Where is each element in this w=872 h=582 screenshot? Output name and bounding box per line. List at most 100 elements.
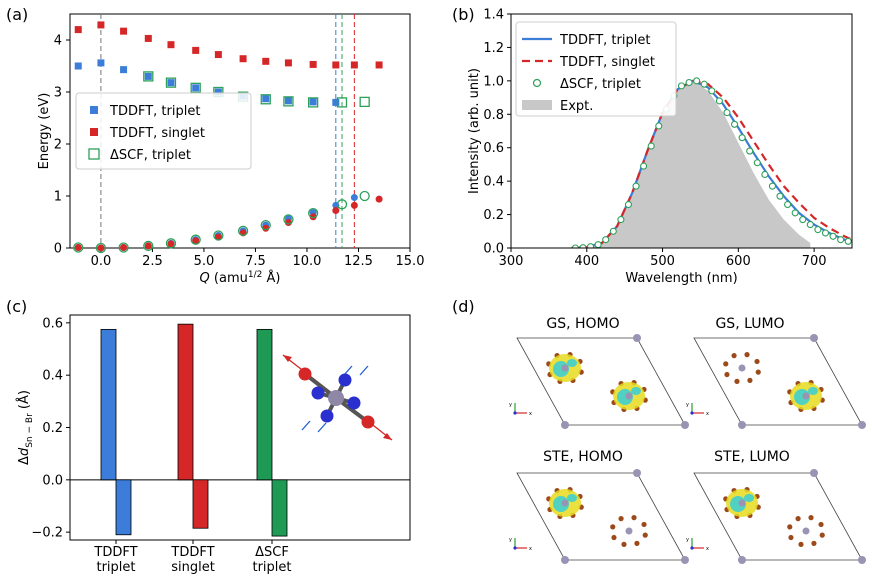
- data-point: [144, 72, 152, 80]
- br-atom: [747, 377, 753, 383]
- br-atom: [811, 540, 817, 546]
- orbital-title: STE, HOMO: [543, 449, 623, 465]
- br-atom: [610, 524, 616, 530]
- unit-cell: [693, 337, 863, 426]
- data-point: [190, 234, 201, 245]
- data-point: [708, 87, 716, 95]
- panel-b-chart: 300 400 500 600 700 0.0 0.2 0.4 0.6 0.8 1.0 1.2 1.4 W…: [467, 8, 853, 286]
- atom-br: [361, 415, 375, 429]
- sn-center: [738, 364, 746, 372]
- data-point: [284, 59, 292, 67]
- data-point: [632, 182, 640, 190]
- y-tick-label: 1.4: [483, 8, 504, 23]
- data-point: [214, 51, 222, 59]
- br-atom: [787, 524, 793, 530]
- x-tick-label: 12.5: [344, 254, 373, 269]
- data-point: [309, 60, 317, 68]
- data-point: [262, 224, 270, 232]
- sn-atom: [810, 334, 818, 342]
- y-axis-label: Energy (eV): [37, 93, 52, 170]
- bar-contraction: [271, 479, 288, 537]
- data-point: [74, 62, 82, 70]
- data-point: [120, 243, 128, 251]
- triad-origin: [690, 546, 694, 550]
- panel-label-c: (c): [6, 297, 27, 316]
- data-point: [167, 41, 175, 49]
- orbital-lobe: [808, 387, 818, 395]
- legend-label: Expt.: [560, 99, 593, 114]
- y-tick-label: 2: [54, 138, 62, 153]
- sn-center: [561, 499, 569, 507]
- y-tick-label: 0.6: [483, 141, 504, 156]
- data-point: [677, 82, 686, 90]
- br-atom: [642, 532, 648, 538]
- arrow-head: [283, 355, 292, 362]
- triad-origin: [690, 411, 694, 415]
- br-atom: [641, 521, 647, 528]
- triad-x-label: x: [529, 546, 532, 552]
- atom-sn: [328, 390, 344, 406]
- legend-box: [75, 92, 252, 170]
- data-point: [284, 97, 292, 105]
- br-atom: [734, 378, 740, 384]
- atom-br: [298, 367, 312, 381]
- panel-label-d: (d): [452, 297, 475, 316]
- sn-atom: [633, 334, 641, 342]
- data-point: [308, 208, 319, 219]
- sn-center: [738, 499, 746, 507]
- data-point: [237, 225, 249, 236]
- data-point: [192, 84, 200, 92]
- data-point: [350, 194, 358, 202]
- panel-d-orbitals: GS, HOMO y x GS, LUMO y x STE, HOMO y x STE, LUMO…: [509, 316, 866, 564]
- data-point: [587, 243, 595, 248]
- data-point: [213, 230, 224, 241]
- data-point: [602, 236, 610, 244]
- data-point: [359, 190, 370, 202]
- y-axis-label: Intensity (arb. unit): [467, 68, 482, 194]
- br-atom: [724, 371, 730, 378]
- y-axis-label: ΔdSn − Br (Å): [16, 390, 35, 465]
- bar-elongation: [256, 328, 273, 481]
- panel-c-chart: TDDFTtripletTDDFTsingletΔSCFtriplet−0.20…: [16, 314, 411, 575]
- x-tick-label: 600: [726, 254, 751, 269]
- y-tick-label: 1.2: [483, 41, 504, 56]
- data-point: [336, 97, 348, 108]
- data-point: [594, 241, 602, 248]
- atom-br: [347, 396, 361, 410]
- data-point: [784, 200, 792, 209]
- data-point: [97, 244, 105, 252]
- data-point: [776, 192, 784, 200]
- x-tick-label: 5.0: [194, 254, 215, 269]
- x-axis-label: Q (amu1/2 Å): [200, 270, 281, 286]
- x-tick-label: 400: [574, 254, 599, 269]
- sn-atom: [633, 469, 641, 477]
- data-point: [118, 242, 129, 253]
- x-tick-label: 7.5: [245, 254, 266, 269]
- br-atom: [744, 352, 750, 358]
- br-atom: [731, 353, 737, 359]
- sn-atom: [738, 556, 746, 564]
- orbital-lobe: [567, 359, 577, 367]
- y-tick-label: 0: [54, 242, 62, 257]
- triad-y-label: y: [509, 402, 512, 408]
- y-tick-label: 0.4: [42, 369, 63, 384]
- y-tick-label: 1.0: [483, 74, 504, 89]
- legend-label: ΔSCF, triplet: [560, 77, 641, 92]
- arrow: [301, 420, 311, 431]
- data-point: [829, 232, 837, 240]
- x-tick-label: 2.5: [142, 254, 163, 269]
- orbital-title: GS, HOMO: [546, 316, 619, 332]
- data-point: [375, 195, 383, 203]
- bar-elongation: [100, 328, 117, 481]
- triad-y-label: y: [686, 537, 689, 543]
- atom-br: [338, 373, 352, 387]
- unit-cell: [516, 337, 686, 426]
- data-point: [143, 71, 154, 82]
- data-point: [806, 221, 814, 229]
- y-tick-label: 3: [54, 86, 62, 101]
- data-point: [332, 98, 340, 106]
- sn-center: [802, 392, 810, 400]
- data-point: [284, 219, 292, 227]
- br-atom: [818, 521, 824, 528]
- x-tick-label: 700: [802, 254, 827, 269]
